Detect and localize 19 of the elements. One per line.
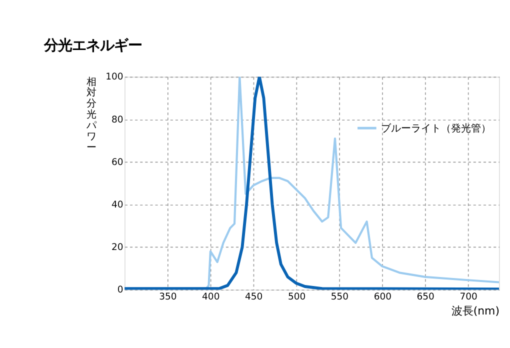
chart-title: 分光エネルギー (42, 38, 142, 54)
x-tick-label: 700 (460, 291, 478, 302)
y-tick-label: 0 (117, 284, 124, 296)
legend-label: ブルーライト（発光管） (381, 122, 492, 134)
x-tick-label: 400 (202, 291, 220, 302)
y-axis-title: 相対分光パワー (85, 76, 98, 154)
y-tick-label: 60 (112, 156, 124, 168)
x-axis-title: 波長(nm) (451, 304, 500, 318)
y-tick-label: 100 (106, 72, 124, 83)
x-tick-label: 600 (374, 291, 392, 302)
x-tick-label: 550 (330, 291, 349, 302)
y-tick-label: 20 (112, 242, 124, 254)
x-tick-label: 500 (288, 291, 306, 302)
line-series (124, 76, 500, 290)
y-tick-label: 80 (112, 114, 124, 126)
x-tick-label: 350 (159, 291, 177, 302)
x-tick-label: 650 (416, 291, 435, 302)
y-tick-label: 40 (112, 199, 124, 210)
x-tick-label: 450 (244, 291, 263, 302)
